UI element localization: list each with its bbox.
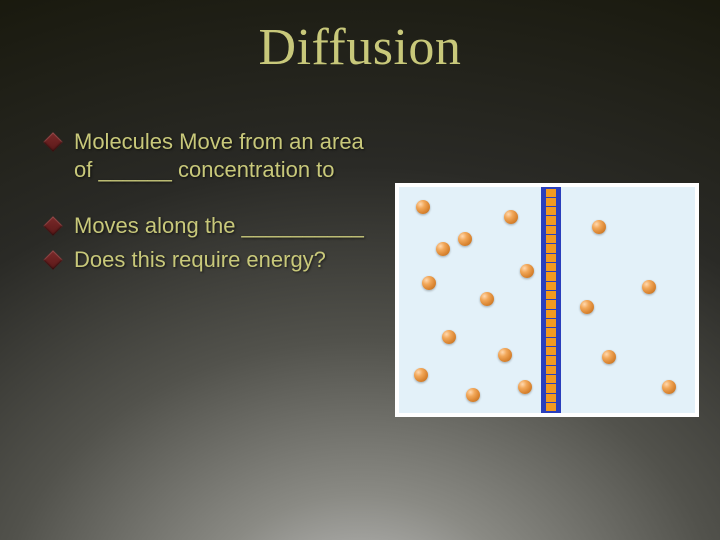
molecule-particle [602,350,616,364]
molecule-particle [458,232,472,246]
bullet-text: Does this require energy? [74,246,326,274]
diffusion-diagram [395,183,699,417]
slide-title: Diffusion [0,18,720,77]
molecule-particle [498,348,512,362]
bullet-diamond-icon [43,251,63,271]
molecule-particle [436,242,450,256]
bullet-list: Molecules Move from an area of ______ co… [46,128,366,303]
bullet-item: Moves along the __________ [46,212,366,240]
molecule-particle [642,280,656,294]
title-text: Diffusion [259,19,462,76]
membrane-inner [546,187,556,413]
molecule-particle [592,220,606,234]
diagram-field [399,187,695,413]
molecule-particle [466,388,480,402]
molecule-particle [580,300,594,314]
molecule-particle [416,200,430,214]
bullet-diamond-icon [43,132,63,152]
bullet-item: Does this require energy? [46,246,366,274]
bullet-text: Molecules Move from an area of ______ co… [74,128,366,184]
molecule-particle [518,380,532,394]
molecule-particle [662,380,676,394]
bullet-diamond-icon [43,216,63,236]
bullet-item: Molecules Move from an area of ______ co… [46,128,366,184]
molecule-particle [442,330,456,344]
molecule-particle [504,210,518,224]
molecule-particle [414,368,428,382]
molecule-particle [422,276,436,290]
bullet-text: Moves along the __________ [74,212,364,240]
molecule-particle [520,264,534,278]
molecule-particle [480,292,494,306]
